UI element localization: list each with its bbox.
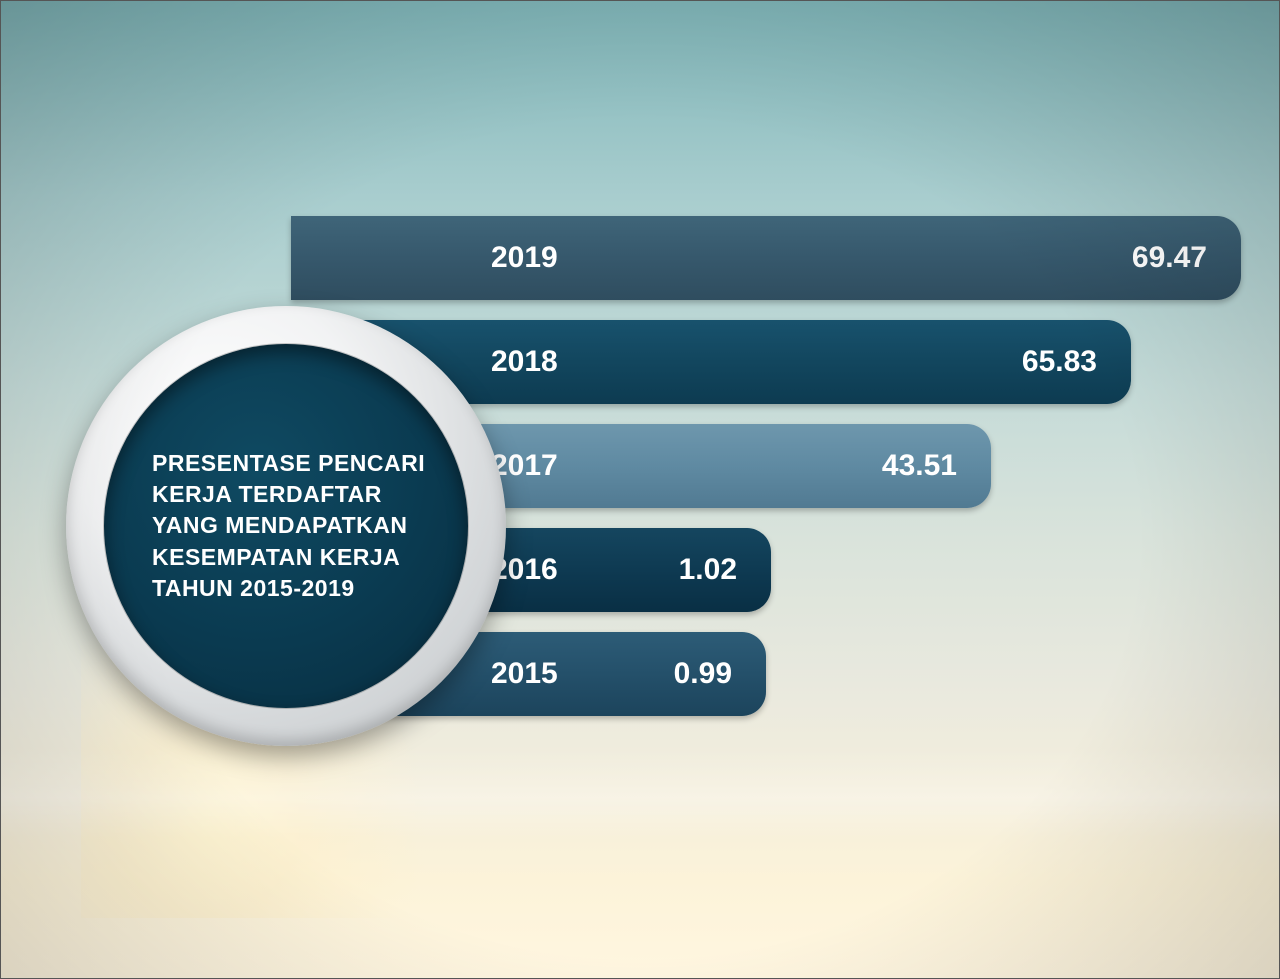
bar-value-label: 69.47 <box>1132 241 1207 275</box>
chart-title: PRESENTASE PENCARI KERJA TERDAFTAR YANG … <box>104 448 468 603</box>
bar-2019: 2019 69.47 <box>291 216 1241 300</box>
bar-year-label: 2019 <box>491 241 558 275</box>
circle-inner: PRESENTASE PENCARI KERJA TERDAFTAR YANG … <box>104 344 468 708</box>
title-circle: PRESENTASE PENCARI KERJA TERDAFTAR YANG … <box>66 306 506 746</box>
infographic-canvas: 201969.47201865.83201743.5120161.0220150… <box>0 0 1280 979</box>
cloud-band <box>1 748 1279 838</box>
bar-value-label: 1.02 <box>679 553 737 587</box>
bar-value-label: 0.99 <box>674 657 732 691</box>
bar-value-label: 65.83 <box>1022 345 1097 379</box>
bar-value-label: 43.51 <box>882 449 957 483</box>
